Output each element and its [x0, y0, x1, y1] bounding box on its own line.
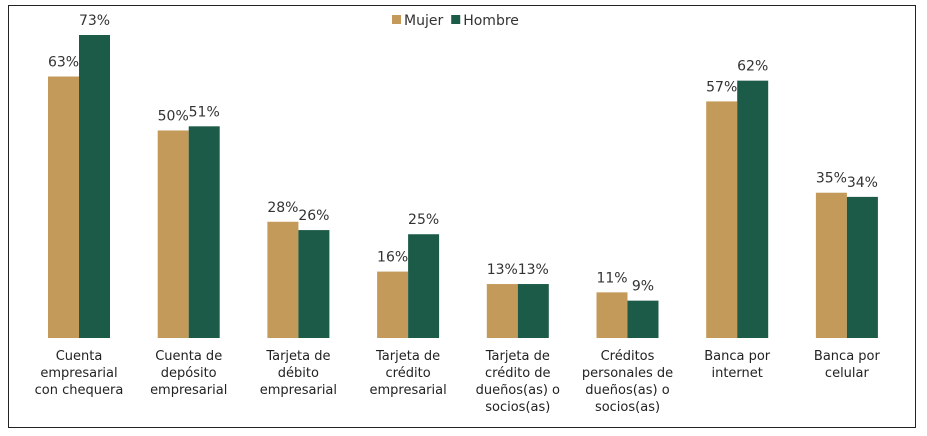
value-label: 9% [632, 279, 654, 295]
legend-swatch [451, 15, 461, 24]
bar [846, 196, 878, 338]
bar [377, 271, 409, 338]
bar [298, 230, 330, 338]
bar [48, 76, 79, 339]
bar [267, 221, 299, 338]
bar [706, 101, 738, 339]
bar [596, 292, 628, 338]
legend-label: Mujer [404, 13, 443, 29]
value-label: 28% [267, 200, 298, 216]
bar [157, 130, 189, 338]
frame [8, 5, 916, 428]
value-label: 57% [706, 79, 737, 95]
bar [815, 192, 847, 338]
value-label: 11% [596, 270, 627, 286]
x-tick-label: Tarjeta de crédito de dueños(as) o socio… [475, 349, 561, 415]
bar [737, 80, 769, 338]
value-label: 62% [737, 59, 768, 75]
value-label: 34% [847, 175, 878, 191]
value-label: 16% [377, 250, 408, 266]
value-label: 26% [298, 208, 329, 224]
x-tick-label: Créditos personales de dueños(as) o soci… [581, 349, 674, 415]
bar [408, 234, 440, 338]
bar [517, 284, 549, 338]
legend-label: Hombre [463, 13, 519, 29]
bar [627, 300, 659, 338]
x-tick-label: Tarjeta de débito empresarial [259, 349, 338, 398]
legend-swatch [392, 15, 401, 24]
x-tick-label: Tarjeta de crédito empresarial [369, 349, 447, 398]
value-label: 25% [408, 212, 439, 228]
value-label: 35% [816, 171, 847, 187]
x-tick-label: Cuenta empresarial con chequera [34, 349, 124, 398]
x-tick-label: Banca por internet [704, 349, 771, 381]
value-label: 13% [518, 262, 549, 278]
x-tick-label: Cuenta de depósito empresarial [150, 349, 228, 398]
value-label: 63% [48, 55, 79, 71]
value-label: 51% [189, 104, 220, 120]
x-tick-label: Banca por celular [813, 349, 880, 381]
value-label: 13% [487, 262, 518, 278]
value-label: 73% [79, 13, 110, 29]
value-label: 50% [158, 108, 189, 124]
bar [79, 35, 110, 338]
bar [188, 126, 220, 339]
bar [486, 284, 518, 338]
